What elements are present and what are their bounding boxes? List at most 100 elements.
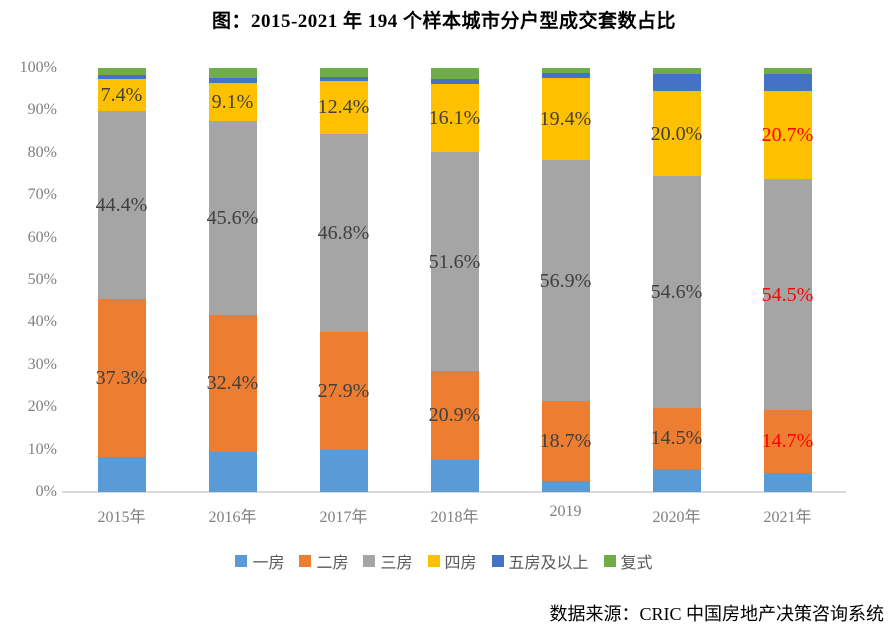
legend-item-复式: 复式 bbox=[603, 549, 653, 573]
legend-item-二房: 二房 bbox=[299, 549, 348, 573]
data-label: 27.9% bbox=[317, 380, 370, 403]
bar-segment-五房及以上 bbox=[97, 74, 146, 80]
stacked-bar-2018年: 20.9% 51.6% 16.1% bbox=[428, 68, 481, 492]
bar-segment-四房: 12.4% bbox=[317, 81, 370, 134]
bar-segment-一房 bbox=[541, 480, 590, 492]
bar-segment-复式 bbox=[208, 68, 257, 78]
bar-segment-三房: 45.6% bbox=[206, 121, 259, 315]
legend-label: 二房 bbox=[316, 555, 349, 572]
bar-segment-二房: 32.4% bbox=[206, 314, 259, 453]
legend-label: 一房 bbox=[252, 555, 285, 572]
data-label: 46.8% bbox=[317, 221, 370, 244]
bar-segment-复式 bbox=[652, 68, 701, 75]
data-label: 14.7% bbox=[761, 430, 814, 453]
bar-segment-二房: 18.7% bbox=[539, 401, 592, 481]
bar-segment-复式 bbox=[541, 68, 590, 73]
data-source-note: 数据来源：CRIC 中国房地产决策咨询系统 bbox=[549, 604, 884, 624]
bar-segment-四房: 20.7% bbox=[761, 91, 814, 180]
bar-segment-五房及以上 bbox=[652, 74, 701, 92]
bar-segment-一房 bbox=[319, 450, 368, 492]
data-label: 54.5% bbox=[761, 283, 814, 306]
legend: 一房 二房 三房 四房 五房及以上 复式 bbox=[0, 549, 888, 573]
y-axis-tick-label: 100% bbox=[19, 59, 57, 76]
bar-segment-一房 bbox=[97, 457, 146, 492]
legend-item-三房: 三房 bbox=[363, 549, 413, 573]
bar-segment-五房及以上 bbox=[208, 77, 257, 83]
legend-label: 三房 bbox=[380, 555, 413, 572]
bar-segment-四房: 20.0% bbox=[651, 91, 702, 177]
legend-swatch-icon bbox=[491, 555, 504, 567]
data-label: 20.7% bbox=[761, 124, 814, 147]
y-axis-tick-label: 40% bbox=[27, 313, 57, 331]
x-axis-tick-label: 2020年 bbox=[652, 509, 701, 526]
bar-segment-一房 bbox=[430, 459, 479, 492]
legend-swatch-icon bbox=[363, 555, 376, 567]
chart-title: 图：2015-2021 年 194 个样本城市分户型成交套数占比 bbox=[211, 11, 677, 32]
bar-segment-三房: 46.8% bbox=[317, 133, 370, 333]
bar-segment-五房及以上 bbox=[430, 79, 479, 85]
legend-label: 五房及以上 bbox=[508, 555, 589, 572]
data-label: 9.1% bbox=[211, 91, 254, 114]
data-label: 12.4% bbox=[317, 96, 370, 119]
bar-segment-复式 bbox=[763, 68, 812, 75]
bar-segment-二房: 14.5% bbox=[650, 407, 703, 470]
x-axis-line bbox=[62, 491, 846, 493]
y-axis-tick-label: 50% bbox=[27, 271, 57, 288]
data-label: 44.4% bbox=[95, 193, 148, 216]
stacked-bar-2021年: 14.7% 54.5% 20.7% bbox=[761, 68, 814, 492]
data-label: 20.9% bbox=[428, 404, 481, 427]
legend-swatch-icon bbox=[603, 555, 616, 567]
x-axis-tick-label: 2021年 bbox=[763, 509, 812, 526]
bar-segment-一房 bbox=[652, 469, 701, 492]
x-axis-tick-label: 2019 bbox=[549, 503, 582, 520]
legend-swatch-icon bbox=[299, 555, 312, 567]
y-axis-tick-label: 60% bbox=[27, 228, 57, 246]
stacked-bar-2016年: 32.4% 45.6% 9.1% bbox=[206, 68, 259, 492]
legend-label: 复式 bbox=[620, 555, 653, 572]
x-axis-tick-label: 2015年 bbox=[97, 509, 146, 526]
data-label: 45.6% bbox=[206, 207, 259, 230]
bar-segment-四房: 7.4% bbox=[97, 79, 146, 111]
data-label: 32.4% bbox=[206, 372, 259, 395]
bar-segment-复式 bbox=[97, 68, 146, 75]
stacked-bar-2019: 18.7% 56.9% 19.4% bbox=[539, 68, 592, 492]
y-axis-tick-label: 20% bbox=[27, 398, 57, 416]
legend-item-一房: 一房 bbox=[235, 549, 284, 573]
legend-swatch-icon bbox=[235, 555, 248, 567]
data-label: 18.7% bbox=[539, 429, 592, 452]
bar-segment-三房: 54.6% bbox=[650, 176, 703, 408]
bar-segment-三房: 56.9% bbox=[539, 160, 592, 402]
y-axis-tick-label: 90% bbox=[27, 101, 57, 119]
y-axis-tick-label: 10% bbox=[27, 440, 57, 458]
bar-segment-四房: 19.4% bbox=[540, 77, 591, 161]
bar-segment-复式 bbox=[430, 68, 479, 80]
y-axis-tick-label: 80% bbox=[27, 143, 57, 161]
legend-label: 四房 bbox=[444, 555, 477, 572]
data-label: 7.4% bbox=[100, 84, 143, 107]
data-label: 16.1% bbox=[428, 107, 481, 130]
bar-segment-四房: 9.1% bbox=[208, 82, 257, 122]
y-axis-tick-label: 30% bbox=[27, 355, 57, 373]
bar-segment-二房: 20.9% bbox=[428, 371, 481, 460]
bar-segment-一房 bbox=[763, 472, 812, 492]
data-label: 54.6% bbox=[650, 280, 703, 303]
y-axis-tick-label: 0% bbox=[35, 483, 57, 500]
bar-segment-一房 bbox=[208, 452, 257, 492]
bar-segment-三房: 51.6% bbox=[428, 152, 481, 372]
bar-segment-三房: 44.4% bbox=[95, 110, 148, 300]
legend-item-四房: 四房 bbox=[427, 549, 477, 573]
x-axis-tick-label: 2017年 bbox=[319, 509, 368, 526]
legend-item-五房及以上: 五房及以上 bbox=[491, 549, 589, 573]
data-label: 51.6% bbox=[428, 250, 481, 273]
bar-segment-五房及以上 bbox=[541, 72, 590, 78]
stacked-bar-2017年: 27.9% 46.8% 12.4% bbox=[317, 68, 370, 492]
data-label: 56.9% bbox=[539, 269, 592, 292]
bar-segment-四房: 16.1% bbox=[428, 84, 481, 153]
legend-swatch-icon bbox=[427, 555, 440, 567]
bar-segment-二房: 37.3% bbox=[96, 299, 147, 458]
bar-segment-五房及以上 bbox=[763, 74, 812, 92]
y-axis-tick-label: 70% bbox=[27, 186, 57, 204]
data-label: 14.5% bbox=[650, 427, 703, 450]
bar-segment-复式 bbox=[319, 68, 368, 77]
